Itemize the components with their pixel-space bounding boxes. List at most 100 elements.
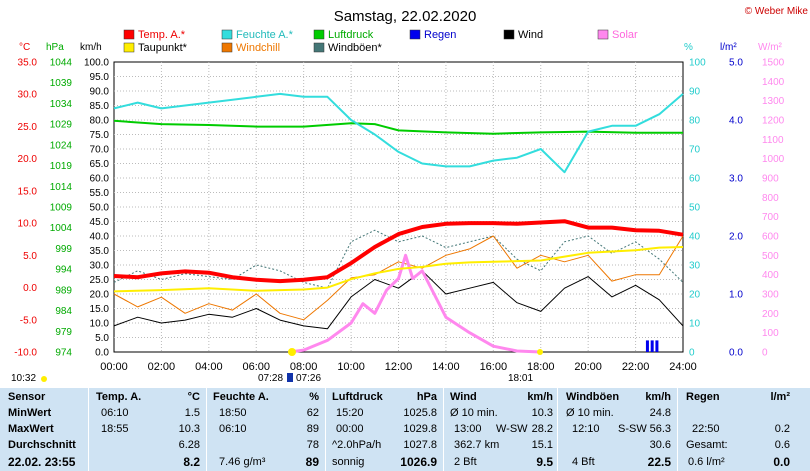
- pressure-axis-tick: 984: [55, 306, 72, 317]
- time-tick-label: 18:00: [527, 361, 555, 373]
- temp-axis-tick: 0.0: [23, 283, 37, 294]
- humidity-axis-tick: 60: [689, 174, 701, 185]
- wind-axis-tick: 15.0: [90, 304, 110, 315]
- wind-axis-tick: 60.0: [90, 174, 110, 185]
- stats-col-feuchte: Feuchte A. % 18:50 62 06:10 89 78 7.46 g…: [206, 388, 325, 471]
- right-axes: 10090807060504030201005.04.03.02.01.00.0…: [689, 58, 785, 359]
- wind-distance: 362.7 km: [454, 439, 500, 451]
- solar-axis-tick: 600: [762, 232, 779, 243]
- wind-axis-tick: 70.0: [90, 145, 110, 156]
- pressure-axis-tick: 1029: [50, 120, 73, 131]
- wind-max-direction: W-SW: [496, 423, 528, 435]
- regen-current-value: 0.0: [773, 455, 790, 469]
- wind-unit-label: km/h: [80, 42, 102, 53]
- feuchte-max-value: 89: [306, 423, 319, 435]
- humidity-axis-tick: 20: [689, 290, 701, 301]
- stats-row-label-avg: Durchschnitt: [8, 439, 76, 451]
- windboen-min-value: 24.8: [649, 407, 671, 419]
- humidity-axis-tick: 100: [689, 58, 706, 69]
- legend-swatch: [221, 29, 233, 40]
- wind-axis-tick: 25.0: [90, 275, 110, 286]
- humidity-axis-tick: 90: [689, 87, 701, 98]
- legend-label: Wind: [518, 29, 543, 41]
- pressure-axis-tick: 999: [55, 244, 72, 255]
- pressure-axis-tick: 1034: [50, 99, 73, 110]
- luftdruck-forecast: sonnig: [332, 456, 365, 468]
- solar-axis-tick: 1100: [762, 135, 784, 146]
- moonrise-time: 10:32: [11, 373, 36, 384]
- legend-swatch: [503, 29, 515, 40]
- wind-axis-tick: 85.0: [90, 101, 110, 112]
- solar-axis-tick: 100: [762, 328, 779, 339]
- legend-swatch: [123, 42, 135, 53]
- wind-axis-tick: 100.0: [84, 58, 109, 69]
- series-lines: [113, 92, 684, 354]
- series-line-taupunkt: [113, 246, 684, 293]
- legend-swatch: [313, 29, 325, 40]
- solar-unit-label: W/m²: [758, 42, 783, 53]
- wind-axis-tick: 80.0: [90, 116, 110, 127]
- luftdruck-max-value: 1029.8: [403, 423, 437, 435]
- solar-axis-tick: 700: [762, 212, 779, 223]
- sun-icon: [537, 349, 543, 355]
- series-line-wind: [113, 270, 684, 330]
- solar-axis-tick: 500: [762, 251, 779, 262]
- legend-label: Windböen*: [328, 42, 383, 54]
- time-tick-label: 12:00: [385, 361, 413, 373]
- windboen-max-direction: S-SW: [618, 423, 647, 435]
- stats-row-label-min: MinWert: [8, 407, 52, 419]
- time-tick-label: 02:00: [148, 361, 176, 373]
- windboen-current-value: 22.5: [647, 455, 671, 469]
- legend: Temp. A.* Feuchte A.* Luftdruck Regen Wind So…: [123, 29, 638, 54]
- time-tick-label: 24:00: [669, 361, 697, 373]
- humidity-axis-tick: 50: [689, 203, 701, 214]
- sunset-time: 18:01: [508, 373, 533, 384]
- luftdruck-min-time: 15:20: [336, 407, 364, 419]
- stats-row-label-sensor: Sensor: [8, 391, 46, 403]
- copyright-text: © Weber Mike: [745, 6, 809, 17]
- wind-unit: km/h: [527, 391, 553, 403]
- windboen-beaufort: 4 Bft: [572, 456, 595, 468]
- regen-header: Regen: [686, 391, 720, 403]
- solar-axis-tick: 400: [762, 270, 779, 281]
- feuchte-max-time: 06:10: [219, 423, 247, 435]
- regen-unit: l/m²: [770, 391, 790, 403]
- rain-axis-tick: 0.0: [729, 348, 743, 359]
- wind-current-value: 9.5: [536, 455, 553, 469]
- wind-axis-tick: 75.0: [90, 130, 110, 141]
- humidity-axis-tick: 70: [689, 145, 701, 156]
- legend-swatch: [221, 42, 233, 53]
- luftdruck-max-time: 00:00: [336, 423, 364, 435]
- series-line-feuchte-a: [113, 92, 684, 174]
- regen-total-label: Gesamt:: [686, 439, 728, 451]
- feuchte-unit: %: [309, 391, 319, 403]
- rain-bar: [650, 340, 654, 352]
- temp-axis-tick: 25.0: [18, 122, 38, 133]
- series-line-windb-en: [113, 229, 684, 289]
- legend-swatch: [597, 29, 609, 40]
- wind-axis-tick: 40.0: [90, 232, 110, 243]
- temp-axis-tick: 20.0: [18, 154, 38, 165]
- wind-header: Wind: [450, 391, 477, 403]
- left-axes: 35.0 30.0 25.0 20.0 15.0 10.0 5.0 0.0 -5.0 -10.0 1…: [14, 58, 109, 359]
- solar-axis-tick: 1400: [762, 77, 785, 88]
- wind-axis-tick: 50.0: [90, 203, 110, 214]
- solar-axis-tick: 1300: [762, 96, 785, 107]
- legend-swatch: [123, 29, 135, 40]
- stats-col-windboen: Windböen km/h Ø 10 min. 24.8 12:10 S-SW …: [557, 388, 677, 471]
- humidity-axis-tick: 30: [689, 261, 701, 272]
- temp-avg-value: 6.28: [178, 439, 200, 451]
- stats-col-luftdruck: Luftdruck hPa 15:20 1025.8 00:00 1029.8 …: [325, 388, 443, 471]
- legend-label: Solar: [612, 29, 638, 41]
- temp-axis-tick: 35.0: [18, 58, 38, 69]
- legend-label: Feuchte A.*: [236, 29, 294, 41]
- regen-max-value: 0.2: [774, 423, 790, 435]
- regen-day-total: 0.6 l/m²: [688, 456, 725, 468]
- legend-swatch: [409, 29, 421, 40]
- stats-col-labels: Sensor MinWert MaxWert Durchschnitt 22.0…: [0, 388, 88, 471]
- windboen-header: Windböen: [566, 391, 620, 403]
- luftdruck-current-value: 1026.9: [400, 455, 437, 469]
- rain-unit-label: l/m²: [720, 42, 737, 53]
- solar-axis-tick: 0: [762, 348, 768, 359]
- time-tick-label: 20:00: [574, 361, 602, 373]
